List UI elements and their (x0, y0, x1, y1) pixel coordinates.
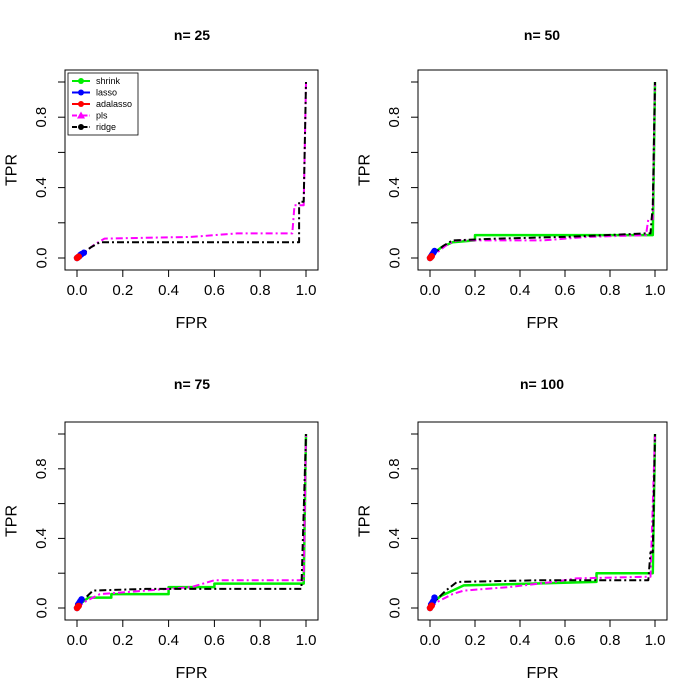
x-tick-label: 0.4 (510, 282, 531, 299)
panel-4: n= 100 0.0 0.2 0.4 0.6 0.8 1.0 FPR 0.0 0.4 0.8 TPR (357, 376, 668, 682)
x-tick-label: 0.4 (510, 632, 531, 649)
series-adalasso-point (428, 253, 435, 260)
panel-title: n= 100 (520, 376, 564, 392)
y-tick-label: 0.0 (33, 598, 50, 619)
y-tick-label: 0.4 (33, 177, 50, 198)
series-lasso-point (431, 594, 438, 601)
x-tick-label: 0.0 (67, 282, 88, 299)
panel-3: n= 75 0.0 0.2 0.4 0.6 0.8 1.0 FPR 0.0 0.4 0.8 TPR (4, 376, 319, 682)
x-tick-label: 0.2 (112, 282, 133, 299)
legend-label-ridge: ridge (96, 122, 116, 132)
legend-marker-shrink (78, 78, 84, 84)
y-tick-label: 0.8 (386, 107, 403, 128)
legend-label-lasso: lasso (96, 88, 117, 98)
series-pls-line (429, 81, 656, 259)
x-tick-label: 0.4 (158, 282, 179, 299)
series-shrink-line (76, 433, 308, 609)
series-pls-line (76, 433, 307, 609)
legend-label-shrink: shrink (96, 76, 121, 86)
panel-1: n= 25 0.0 0.2 0.4 0.6 0.8 1.0 FPR 0.0 0.4 0.8 TPR sh… (4, 27, 319, 332)
legend-marker-ridge (78, 124, 84, 130)
x-tick-label: 0.2 (465, 632, 486, 649)
panel-title: n= 50 (524, 27, 560, 43)
x-tick-label: 0.6 (555, 632, 576, 649)
x-tick-label: 0.4 (158, 632, 179, 649)
x-tick-label: 0.0 (420, 632, 441, 649)
x-tick-label: 1.0 (296, 282, 317, 299)
series-lasso-point (80, 249, 88, 256)
legend-marker-pls (77, 111, 85, 119)
series-ridge-line (429, 433, 656, 609)
x-tick-label: 0.0 (67, 632, 88, 649)
x-tick-label: 1.0 (645, 282, 666, 299)
panel-title: n= 25 (174, 27, 210, 43)
x-tick-label: 0.8 (250, 632, 271, 649)
series-shrink-line (429, 81, 657, 259)
y-tick-label: 0.8 (33, 458, 50, 479)
x-tick-label: 0.2 (465, 282, 486, 299)
x-tick-label: 0.2 (112, 632, 133, 649)
x-tick-label: 0.6 (555, 282, 576, 299)
series-adalasso-point (75, 253, 83, 260)
x-tick-label: 0.8 (600, 632, 621, 649)
y-tick-label: 0.8 (386, 458, 403, 479)
legend-marker-adalasso (78, 101, 84, 107)
x-axis-label: FPR (527, 315, 559, 332)
y-axis-label: TPR (4, 505, 21, 537)
x-axis-label: FPR (176, 315, 208, 332)
series-lasso-point (78, 596, 85, 603)
legend-label-adalasso: adalasso (96, 99, 132, 109)
series-ridge-line (429, 81, 656, 259)
x-axis-label: FPR (527, 665, 559, 682)
y-tick-label: 0.0 (386, 598, 403, 619)
y-tick-label: 0.4 (386, 528, 403, 549)
x-tick-label: 1.0 (296, 632, 317, 649)
series-adalasso-point (428, 602, 435, 609)
x-tick-label: 0.0 (420, 282, 441, 299)
x-tick-label: 0.8 (250, 282, 271, 299)
series-shrink-line (428, 433, 657, 609)
series-pls-line (429, 433, 656, 609)
y-tick-label: 0.8 (33, 107, 50, 128)
y-axis-label: TPR (4, 154, 21, 186)
legend-label-pls: pls (96, 111, 108, 121)
legend-marker-lasso (78, 89, 84, 96)
series-ridge-line (76, 433, 307, 609)
y-tick-label: 0.0 (33, 248, 50, 269)
x-tick-label: 0.6 (204, 282, 225, 299)
series-adalasso-point (75, 602, 83, 610)
y-tick-label: 0.0 (386, 248, 403, 269)
x-axis-label: FPR (176, 665, 208, 682)
series-lasso-point (431, 247, 438, 255)
x-tick-label: 0.8 (600, 282, 621, 299)
y-tick-label: 0.4 (386, 177, 403, 198)
y-axis-label: TPR (357, 505, 374, 537)
panel-2: n= 50 0.0 0.2 0.4 0.6 0.8 1.0 FPR 0.0 0.4 0.8 TPR (357, 27, 668, 332)
x-tick-label: 0.6 (204, 632, 225, 649)
x-tick-label: 1.0 (645, 632, 666, 649)
panel-title: n= 75 (174, 376, 210, 392)
y-axis-label: TPR (357, 154, 374, 186)
y-tick-label: 0.4 (33, 528, 50, 549)
